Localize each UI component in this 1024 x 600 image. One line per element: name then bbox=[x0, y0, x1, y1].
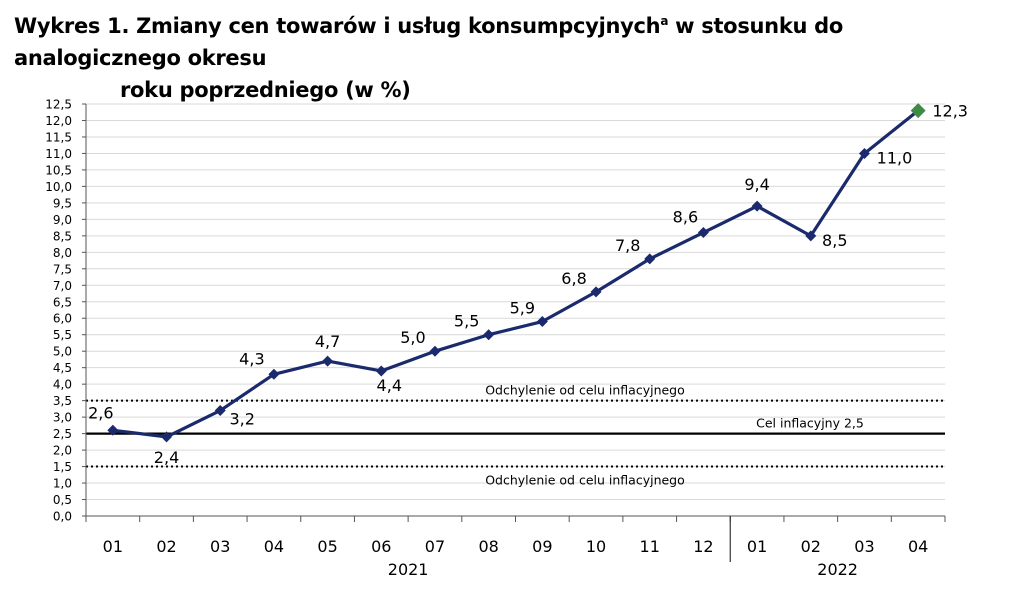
y-tick-label: 9,0 bbox=[53, 213, 72, 227]
x-tick-label: 04 bbox=[908, 537, 928, 556]
data-label: 12,3 bbox=[932, 102, 968, 121]
x-tick-label: 01 bbox=[103, 537, 123, 556]
chart-title: Wykres 1. Zmiany cen towarów i usług kon… bbox=[14, 10, 1014, 106]
x-tick-label: 08 bbox=[478, 537, 498, 556]
data-label: 8,6 bbox=[673, 208, 698, 227]
y-tick-label: 0,5 bbox=[53, 493, 72, 507]
grid-lines bbox=[86, 103, 945, 501]
reference-line-label: Odchylenie od celu inflacyjnego bbox=[485, 473, 685, 488]
data-point-marker bbox=[805, 230, 817, 242]
data-point-marker bbox=[214, 405, 226, 417]
y-tick-label: 10,0 bbox=[45, 180, 72, 194]
y-tick-label: 5,0 bbox=[53, 345, 72, 359]
reference-lines: Odchylenie od celu inflacyjnego Cel infla… bbox=[86, 383, 945, 488]
year-label: 2021 bbox=[388, 560, 429, 579]
y-tick-label: 9,5 bbox=[53, 196, 72, 210]
title-prefix: Wykres 1. Zmiany cen towarów i usług kon… bbox=[14, 14, 661, 38]
data-label: 5,9 bbox=[510, 299, 535, 318]
y-tick-label: 8,0 bbox=[53, 246, 72, 260]
y-tick-label: 7,5 bbox=[53, 262, 72, 276]
data-point-marker bbox=[483, 329, 495, 341]
data-point-marker bbox=[161, 431, 173, 443]
data-point-marker bbox=[429, 345, 441, 357]
y-tick-label: 11,5 bbox=[45, 130, 72, 144]
y-tick-label: 12,0 bbox=[45, 114, 72, 128]
data-point-marker bbox=[268, 368, 280, 380]
data-label: 5,0 bbox=[400, 328, 425, 347]
data-point-marker bbox=[858, 147, 870, 159]
x-tick-label: 02 bbox=[156, 537, 176, 556]
data-point-marker bbox=[751, 200, 763, 212]
y-tick-label: 8,5 bbox=[53, 229, 72, 243]
x-tick-label: 07 bbox=[425, 537, 445, 556]
x-tick-label: 09 bbox=[532, 537, 552, 556]
data-label: 11,0 bbox=[877, 148, 913, 167]
y-tick-label: 12,5 bbox=[45, 98, 72, 112]
x-tick-label: 03 bbox=[854, 537, 874, 556]
y-tick-label: 1,5 bbox=[53, 460, 72, 474]
y-tick-label: 7,0 bbox=[53, 279, 72, 293]
x-tick-label: 05 bbox=[317, 537, 337, 556]
data-point-marker bbox=[910, 103, 926, 119]
data-label: 2,4 bbox=[154, 448, 179, 467]
x-tick-label: 02 bbox=[801, 537, 821, 556]
y-tick-label: 2,5 bbox=[53, 427, 72, 441]
x-tick-label: 04 bbox=[264, 537, 284, 556]
x-tick-label: 01 bbox=[747, 537, 767, 556]
x-tick-label: 06 bbox=[371, 537, 391, 556]
data-point-marker bbox=[697, 227, 709, 239]
y-tick-label: 4,0 bbox=[53, 378, 72, 392]
data-point-marker bbox=[644, 253, 656, 265]
data-label: 4,3 bbox=[239, 349, 264, 368]
x-axis-ticks: 01 02 03 04 05 06 07 08 09 10 11 12 01 02 03 04 2021 2022 bbox=[85, 516, 946, 579]
series-line bbox=[112, 109, 920, 439]
title-superscript: a bbox=[660, 14, 669, 28]
data-label: 7,8 bbox=[615, 236, 640, 255]
y-tick-label: 1,0 bbox=[53, 477, 72, 491]
y-tick-label: 6,5 bbox=[53, 295, 72, 309]
data-label: 4,7 bbox=[315, 332, 340, 351]
y-tick-label: 2,0 bbox=[53, 444, 72, 458]
data-point-marker bbox=[536, 316, 548, 328]
x-tick-label: 10 bbox=[586, 537, 606, 556]
y-tick-label: 4,5 bbox=[53, 361, 72, 375]
y-tick-label: 3,0 bbox=[53, 411, 72, 425]
y-tick-label: 0,0 bbox=[53, 510, 72, 524]
data-label: 3,2 bbox=[229, 410, 254, 429]
reference-line-label: Odchylenie od celu inflacyjnego bbox=[485, 383, 685, 398]
data-point-marker bbox=[322, 355, 334, 367]
y-tick-label: 5,5 bbox=[53, 328, 72, 342]
data-label: 9,4 bbox=[744, 175, 769, 194]
title-line2: roku poprzedniego (w %) bbox=[120, 78, 411, 102]
series-layer bbox=[107, 103, 926, 443]
y-tick-label: 11,0 bbox=[45, 147, 72, 161]
x-tick-label: 12 bbox=[693, 537, 713, 556]
data-label: 6,8 bbox=[561, 269, 586, 288]
y-tick-label: 6,0 bbox=[53, 312, 72, 326]
data-label: 5,5 bbox=[454, 312, 479, 331]
year-label: 2022 bbox=[817, 560, 858, 579]
reference-line-label: Cel inflacyjny 2,5 bbox=[756, 416, 864, 431]
data-point-marker bbox=[590, 286, 602, 298]
y-axis-ticks: 0,0 0,5 1,0 1,5 2,0 2,5 3,0 3,5 4,0 4,5 5,0 5,5 6,0 6… bbox=[45, 98, 86, 524]
x-tick-label: 11 bbox=[640, 537, 660, 556]
data-labels: 2,6 2,4 3,2 4,3 4,7 4,4 5,0 5,5 5,9 6,8 7,8 8,6 9,4 8… bbox=[88, 102, 968, 467]
title-suffix: w stosunku do analogicznego okresu bbox=[14, 14, 843, 70]
data-label: 4,4 bbox=[377, 376, 402, 395]
data-label: 2,6 bbox=[88, 403, 113, 422]
data-point-marker bbox=[375, 365, 387, 377]
y-tick-label: 3,5 bbox=[53, 394, 72, 408]
y-tick-label: 10,5 bbox=[45, 163, 72, 177]
x-tick-label: 03 bbox=[210, 537, 230, 556]
data-label: 8,5 bbox=[822, 231, 847, 250]
data-point-marker bbox=[107, 424, 119, 436]
